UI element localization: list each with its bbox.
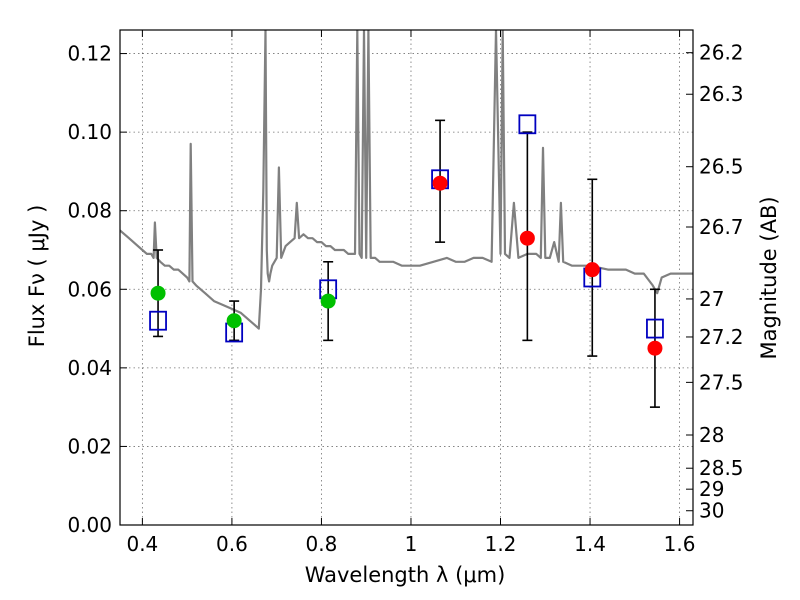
x-tick-label: 0.6 (216, 532, 248, 556)
x-tick-label: 1.2 (485, 532, 517, 556)
magnitude-tick-label: 26.7 (699, 215, 744, 239)
plot-area (120, 30, 693, 408)
green-data-point (150, 285, 166, 301)
magnitude-tick-label: 30 (699, 499, 724, 523)
magnitude-tick-label: 27 (699, 287, 724, 311)
y-tick-label: 0.04 (67, 356, 112, 380)
y-axis-label: Flux Fν ( μJy ) (25, 205, 49, 348)
red-data-point (432, 175, 448, 191)
y-tick-label: 0.02 (67, 434, 112, 458)
model-square-point (518, 114, 537, 135)
red-data-point (519, 230, 535, 246)
x-tick-label: 0.8 (306, 532, 338, 556)
magnitude-tick-label: 26.5 (699, 155, 744, 179)
magnitude-axis-label: Magnitude (AB) (757, 196, 781, 359)
model-square-point (646, 318, 664, 339)
green-data-point (320, 293, 336, 309)
x-tick-label: 1.4 (574, 532, 606, 556)
x-tick-label: 1 (405, 532, 418, 556)
y-tick-label: 0.06 (67, 277, 112, 301)
green-data-point (226, 313, 242, 329)
red-data-point (647, 340, 663, 356)
x-tick-label: 1.6 (664, 532, 696, 556)
red-data-point (584, 262, 600, 278)
plot-frame (119, 29, 694, 526)
magnitude-tick-label: 27.5 (699, 370, 744, 394)
spectrum-line (120, 30, 693, 330)
x-axis-label: Wavelength λ (μm) (305, 563, 506, 587)
magnitude-tick-label: 28.5 (699, 456, 744, 480)
grid (120, 30, 693, 525)
x-tick-label: 0.4 (126, 532, 158, 556)
y-tick-label: 0.08 (67, 199, 112, 223)
axes: 0.4 0.6 0.8 1 1.2 1.4 1.6 0.00 0.02 0.04 0.06 0.08 0… (67, 30, 744, 556)
y-tick-label: 0.10 (67, 120, 112, 144)
magnitude-tick-label: 28 (699, 423, 724, 447)
magnitude-tick-label: 26.2 (699, 41, 744, 65)
y-tick-label: 0.12 (67, 42, 112, 66)
magnitude-tick-label: 29 (699, 477, 724, 501)
y-tick-label: 0.00 (67, 513, 112, 537)
model-square-point (149, 310, 167, 331)
magnitude-tick-label: 26.3 (699, 82, 744, 106)
magnitude-tick-label: 27.2 (699, 325, 744, 349)
